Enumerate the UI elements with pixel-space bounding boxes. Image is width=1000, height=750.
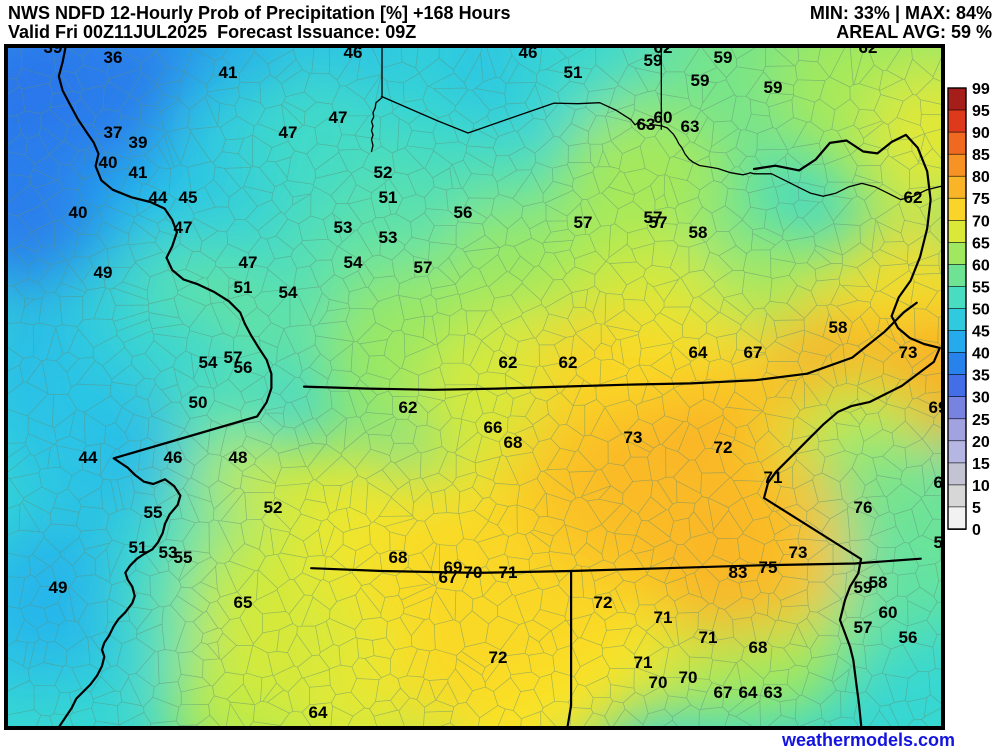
svg-text:40: 40: [972, 346, 990, 363]
svg-text:55: 55: [972, 279, 990, 296]
svg-text:85: 85: [972, 147, 990, 164]
svg-text:15: 15: [972, 456, 990, 473]
svg-text:25: 25: [972, 412, 990, 429]
svg-text:90: 90: [972, 125, 990, 142]
svg-text:0: 0: [972, 522, 981, 539]
svg-text:35: 35: [972, 368, 990, 385]
svg-text:60: 60: [972, 257, 990, 274]
svg-text:70: 70: [972, 213, 990, 230]
svg-text:30: 30: [972, 390, 990, 407]
svg-text:10: 10: [972, 478, 990, 495]
svg-text:65: 65: [972, 235, 990, 252]
svg-text:5: 5: [972, 500, 981, 517]
svg-text:20: 20: [972, 434, 990, 451]
svg-text:95: 95: [972, 103, 990, 120]
svg-text:99: 99: [972, 81, 990, 98]
svg-text:80: 80: [972, 169, 990, 186]
svg-text:75: 75: [972, 191, 990, 208]
svg-text:45: 45: [972, 324, 990, 341]
svg-text:50: 50: [972, 302, 990, 319]
